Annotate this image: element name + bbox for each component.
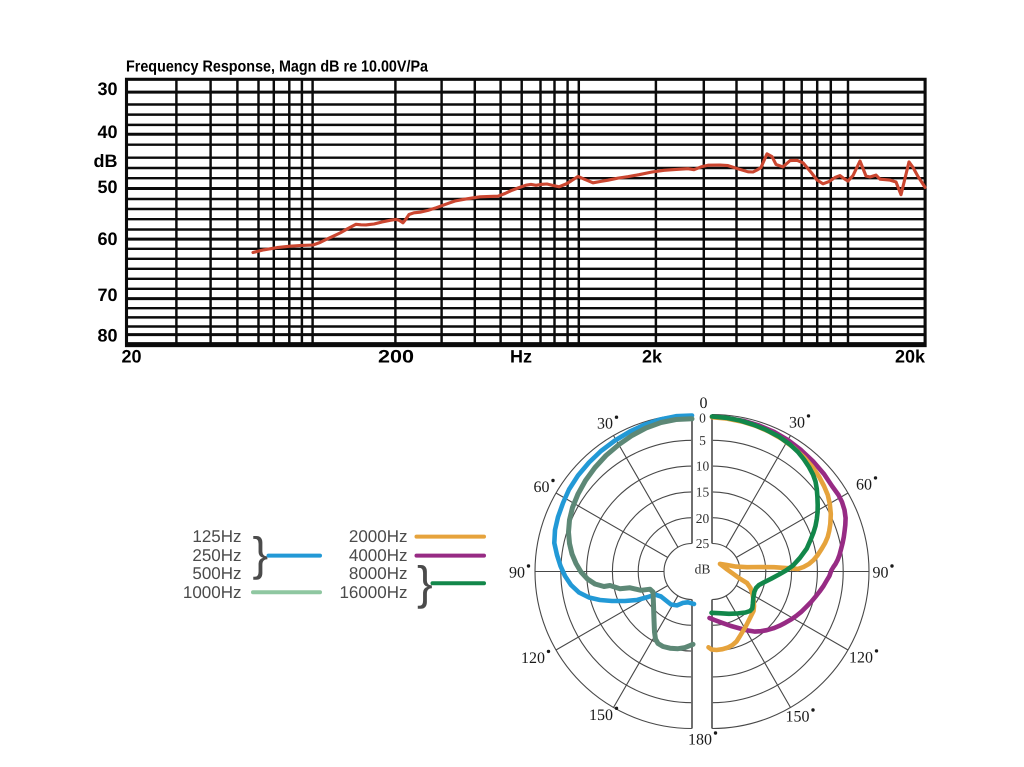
svg-text:30: 30 [789,414,805,431]
svg-text:2000Hz: 2000Hz [349,527,408,546]
svg-text:120: 120 [521,650,545,667]
svg-text:60: 60 [856,476,872,493]
svg-text:15: 15 [696,485,710,500]
svg-text:60: 60 [534,479,550,496]
svg-text:120: 120 [849,649,873,666]
svg-text:8000Hz: 8000Hz [349,564,408,583]
svg-text:4000Hz: 4000Hz [349,546,408,565]
svg-text:0: 0 [700,395,708,412]
svg-text:250Hz: 250Hz [192,546,241,565]
svg-text:5: 5 [699,433,706,448]
svg-text:150: 150 [786,709,810,726]
svg-text:Frequency Response, Magn dB re: Frequency Response, Magn dB re 10.00V/Pa [126,59,428,76]
svg-text:16000Hz: 16000Hz [339,583,407,602]
svg-text:dB: dB [695,562,711,577]
svg-text:25: 25 [696,536,710,551]
svg-text:500Hz: 500Hz [192,564,241,583]
svg-text:50: 50 [97,177,117,197]
svg-text:70: 70 [97,285,117,305]
svg-text:30: 30 [597,416,613,433]
svg-text:10: 10 [696,459,710,474]
svg-text:80: 80 [97,325,117,345]
svg-text:20: 20 [696,511,710,526]
svg-text:dB: dB [94,151,118,171]
svg-text:30: 30 [97,79,117,99]
svg-text:90: 90 [873,565,889,582]
svg-text:Hz: Hz [510,347,532,367]
svg-text:20k: 20k [895,347,926,367]
svg-text:1000Hz: 1000Hz [183,583,242,602]
svg-text:20: 20 [121,347,141,367]
svg-text:}: } [253,527,269,580]
svg-text:2k: 2k [642,347,663,367]
svg-text:200: 200 [378,347,414,367]
svg-text:60: 60 [97,229,117,249]
svg-text:125Hz: 125Hz [192,527,241,546]
svg-text:0: 0 [699,411,706,426]
svg-text:150: 150 [589,707,613,724]
svg-text:40: 40 [97,122,117,142]
svg-text:90: 90 [509,565,525,582]
svg-text:180: 180 [688,732,712,749]
svg-text:}: } [417,556,433,609]
